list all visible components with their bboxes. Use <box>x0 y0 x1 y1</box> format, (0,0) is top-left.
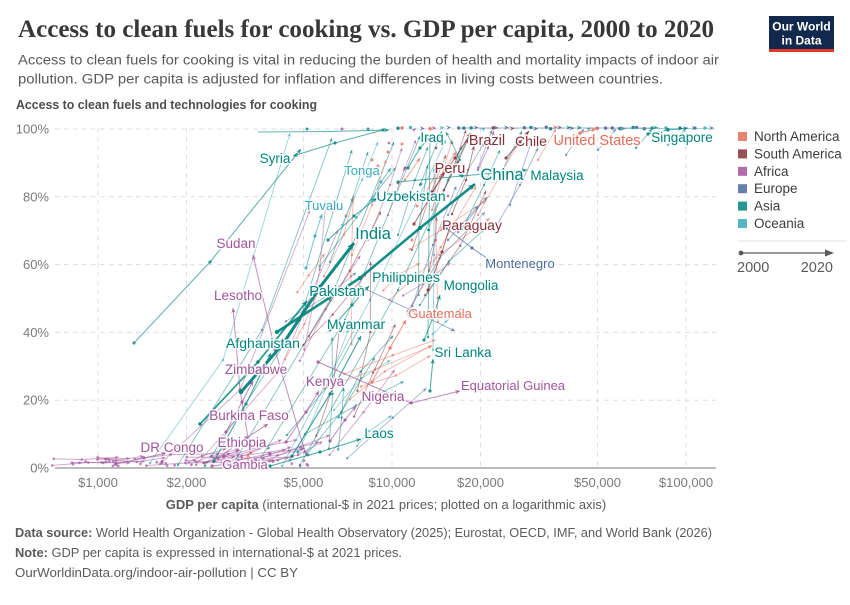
svg-text:$2,000: $2,000 <box>167 475 207 490</box>
svg-text:Mongolia: Mongolia <box>444 278 499 293</box>
svg-text:Laos: Laos <box>364 426 394 441</box>
svg-text:Peru: Peru <box>435 161 466 177</box>
svg-text:DR Congo: DR Congo <box>140 440 203 455</box>
svg-text:60%: 60% <box>23 257 49 272</box>
svg-text:Afghanistan: Afghanistan <box>226 335 300 351</box>
svg-text:Kenya: Kenya <box>306 374 345 389</box>
svg-text:0%: 0% <box>30 461 49 476</box>
svg-text:Equatorial Guinea: Equatorial Guinea <box>461 378 566 393</box>
svg-text:Europe: Europe <box>754 181 798 196</box>
svg-text:India: India <box>355 225 392 243</box>
svg-text:Tuvalu: Tuvalu <box>305 198 344 213</box>
svg-text:80%: 80% <box>23 189 49 204</box>
svg-text:OurWorldinData.org/indoor-air-: OurWorldinData.org/indoor-air-pollution … <box>15 565 298 580</box>
svg-text:pollution. GDP per capita is a: pollution. GDP per capita is adjusted fo… <box>18 72 663 88</box>
svg-text:Montenegro: Montenegro <box>485 256 554 271</box>
svg-text:100%: 100% <box>16 122 50 137</box>
svg-text:$50,000: $50,000 <box>574 475 621 490</box>
svg-text:Ethiopia: Ethiopia <box>218 435 267 450</box>
svg-text:Brazil: Brazil <box>469 133 505 149</box>
svg-text:GDP per capita (international-: GDP per capita (international-$ in 2021 … <box>166 497 607 512</box>
svg-text:$5,000: $5,000 <box>284 475 324 490</box>
svg-text:Asia: Asia <box>754 199 781 214</box>
svg-text:Singapore: Singapore <box>651 130 713 145</box>
svg-text:Access to clean fuels for cook: Access to clean fuels for cooking vs. GD… <box>18 16 714 43</box>
svg-text:40%: 40% <box>23 325 49 340</box>
svg-text:20%: 20% <box>23 393 49 408</box>
svg-text:Burkina Faso: Burkina Faso <box>209 408 289 423</box>
svg-text:Our World: Our World <box>772 20 830 34</box>
svg-text:Data source: World Health Orga: Data source: World Health Organization -… <box>15 525 712 540</box>
svg-text:Access to clean fuels for cook: Access to clean fuels for cooking is vit… <box>18 53 719 69</box>
svg-text:in Data: in Data <box>781 34 821 48</box>
svg-text:$100,000: $100,000 <box>659 475 713 490</box>
svg-text:Note: GDP per capita is expres: Note: GDP per capita is expressed in int… <box>15 545 402 560</box>
svg-text:$1,000: $1,000 <box>78 475 118 490</box>
svg-text:Oceania: Oceania <box>754 216 805 231</box>
svg-text:South America: South America <box>754 146 842 161</box>
svg-text:Iraq: Iraq <box>420 130 443 145</box>
svg-text:Syria: Syria <box>260 151 291 166</box>
svg-text:Paraguay: Paraguay <box>442 217 502 233</box>
svg-text:Malaysia: Malaysia <box>530 168 584 183</box>
svg-text:Myanmar: Myanmar <box>327 316 386 332</box>
svg-text:2020: 2020 <box>801 260 833 276</box>
svg-text:Sudan: Sudan <box>216 236 255 251</box>
svg-text:Pakistan: Pakistan <box>309 284 365 300</box>
svg-text:$20,000: $20,000 <box>457 475 504 490</box>
svg-text:Access to clean fuels and tech: Access to clean fuels and technologies f… <box>16 97 317 112</box>
svg-text:Sri Lanka: Sri Lanka <box>434 345 492 360</box>
svg-text:North America: North America <box>754 129 840 144</box>
svg-text:Uzbekistan: Uzbekistan <box>376 188 445 204</box>
svg-text:Gambia: Gambia <box>222 457 268 472</box>
svg-text:Lesotho: Lesotho <box>214 288 262 303</box>
svg-text:$10,000: $10,000 <box>369 475 416 490</box>
svg-text:China: China <box>480 166 524 184</box>
svg-text:United States: United States <box>553 133 640 149</box>
svg-text:Philippines: Philippines <box>372 269 440 285</box>
svg-text:2000: 2000 <box>737 260 769 276</box>
svg-text:Tonga: Tonga <box>344 163 380 178</box>
svg-text:Nigeria: Nigeria <box>362 389 405 404</box>
svg-text:Africa: Africa <box>754 164 789 179</box>
svg-text:Chile: Chile <box>515 133 547 149</box>
svg-text:Guatemala: Guatemala <box>408 306 472 321</box>
svg-text:Zimbabwe: Zimbabwe <box>225 362 287 377</box>
